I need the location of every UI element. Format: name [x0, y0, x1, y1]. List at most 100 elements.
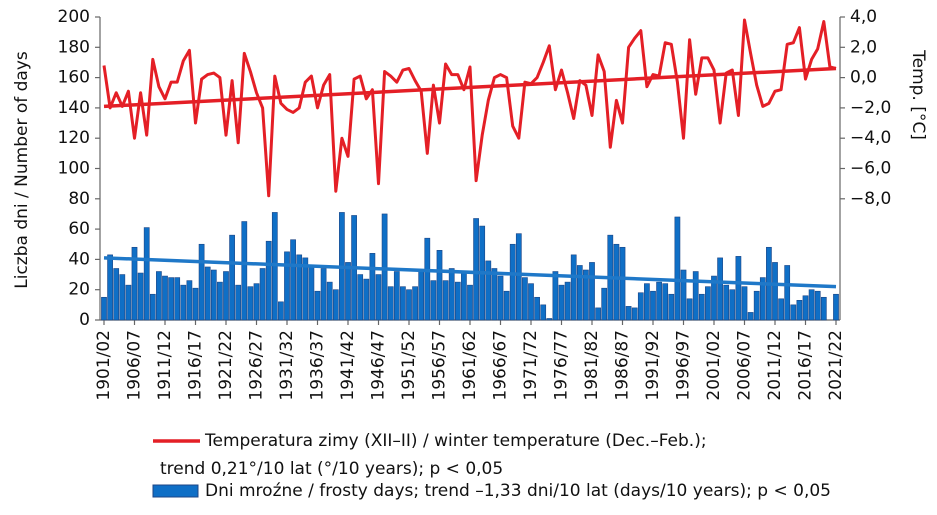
bar — [461, 272, 467, 321]
bar — [448, 268, 455, 321]
y-tick-label: 180 — [58, 37, 90, 57]
y-tick-label: 160 — [58, 68, 90, 88]
bar — [198, 243, 205, 321]
x-tick-label: 1956/57 — [430, 330, 450, 401]
bar — [558, 284, 565, 321]
x-tick-label: 1951/52 — [399, 330, 419, 401]
bar — [644, 283, 650, 321]
bar — [650, 290, 656, 321]
bar — [802, 295, 809, 321]
bar — [454, 281, 461, 321]
bar — [326, 281, 333, 321]
bar — [290, 239, 296, 321]
bar — [546, 318, 553, 321]
bar — [601, 287, 608, 321]
x-tick-label: 1921/22 — [216, 330, 236, 401]
bar — [442, 280, 449, 321]
bar — [741, 286, 748, 321]
y-tick-label: 200 — [58, 7, 90, 27]
bar — [576, 265, 583, 321]
bar — [412, 286, 418, 321]
bar — [308, 265, 315, 321]
bar — [393, 271, 400, 321]
bar — [570, 254, 577, 321]
bar — [473, 218, 479, 321]
x-tick-label: 1916/17 — [186, 330, 206, 401]
bar — [583, 269, 589, 321]
bar — [778, 298, 784, 321]
bar — [772, 262, 778, 321]
bar — [509, 243, 516, 321]
bar — [381, 213, 388, 321]
x-tick-label: 1941/42 — [338, 330, 358, 401]
bar — [613, 243, 620, 321]
x-tick-label: 1936/37 — [308, 330, 328, 401]
bar — [302, 257, 309, 321]
y-tick-label: 100 — [58, 159, 90, 179]
bar — [637, 292, 644, 321]
y-tick-label: 80 — [68, 189, 90, 209]
bar — [619, 246, 626, 321]
bar — [424, 237, 431, 321]
x-tick-label: 1961/62 — [460, 330, 480, 401]
temperature-line — [102, 18, 837, 198]
bar — [692, 271, 699, 321]
y-axis-title: Liczba dni / Number of days — [12, 51, 32, 289]
bar — [168, 277, 174, 321]
bar — [595, 307, 601, 321]
bar — [747, 312, 754, 321]
bar — [284, 251, 290, 321]
x-tick-label: 1986/87 — [613, 330, 633, 401]
bar — [674, 216, 681, 321]
bar — [253, 283, 260, 321]
bar — [162, 275, 168, 321]
bar — [698, 293, 705, 321]
bar — [375, 274, 382, 321]
bar — [625, 306, 632, 321]
bar — [790, 304, 797, 321]
bar — [223, 271, 229, 321]
bar — [204, 266, 211, 321]
bar — [631, 307, 638, 321]
x-tick-label: 1991/92 — [643, 330, 663, 401]
bar — [107, 254, 113, 321]
y2-tick-label: −2,0 — [850, 98, 891, 118]
bar — [192, 287, 199, 321]
legend-swatch — [152, 484, 199, 498]
bar — [515, 233, 522, 321]
bar — [113, 268, 120, 321]
y2-tick-label: 4,0 — [850, 7, 877, 27]
trend-line — [103, 66, 837, 109]
x-tick-label: 2001/02 — [704, 330, 724, 401]
y-tick-label: 0 — [79, 310, 90, 330]
y-tick-label: 20 — [68, 280, 90, 300]
bar — [540, 304, 547, 321]
bar — [400, 286, 406, 321]
bar — [235, 284, 242, 321]
x-tick-label: 1906/07 — [125, 330, 145, 401]
x-tick-label: 1966/67 — [491, 330, 511, 401]
bar — [552, 271, 559, 321]
x-tick-label: 1971/72 — [521, 330, 541, 401]
bar — [149, 293, 156, 321]
x-tick-label: 1976/77 — [552, 330, 572, 401]
y2-axis-title: Temp. [°C] — [908, 49, 928, 140]
bar — [314, 290, 321, 321]
bar — [784, 265, 791, 321]
bar — [430, 280, 437, 321]
x-tick-label: 1946/47 — [369, 330, 389, 401]
bar — [180, 284, 187, 321]
bar — [363, 278, 370, 321]
legend-label: Dni mroźne / frosty days; trend –1,33 dn… — [205, 481, 831, 501]
bar — [820, 296, 827, 321]
y-tick-label: 140 — [58, 98, 90, 118]
bar — [759, 277, 766, 321]
trend-line — [103, 256, 837, 289]
bar — [796, 300, 803, 321]
x-tick-label: 1996/97 — [674, 330, 694, 401]
bar — [174, 277, 181, 321]
bar — [119, 274, 126, 321]
bar — [320, 268, 327, 321]
bar — [668, 293, 675, 321]
bar — [436, 250, 443, 321]
